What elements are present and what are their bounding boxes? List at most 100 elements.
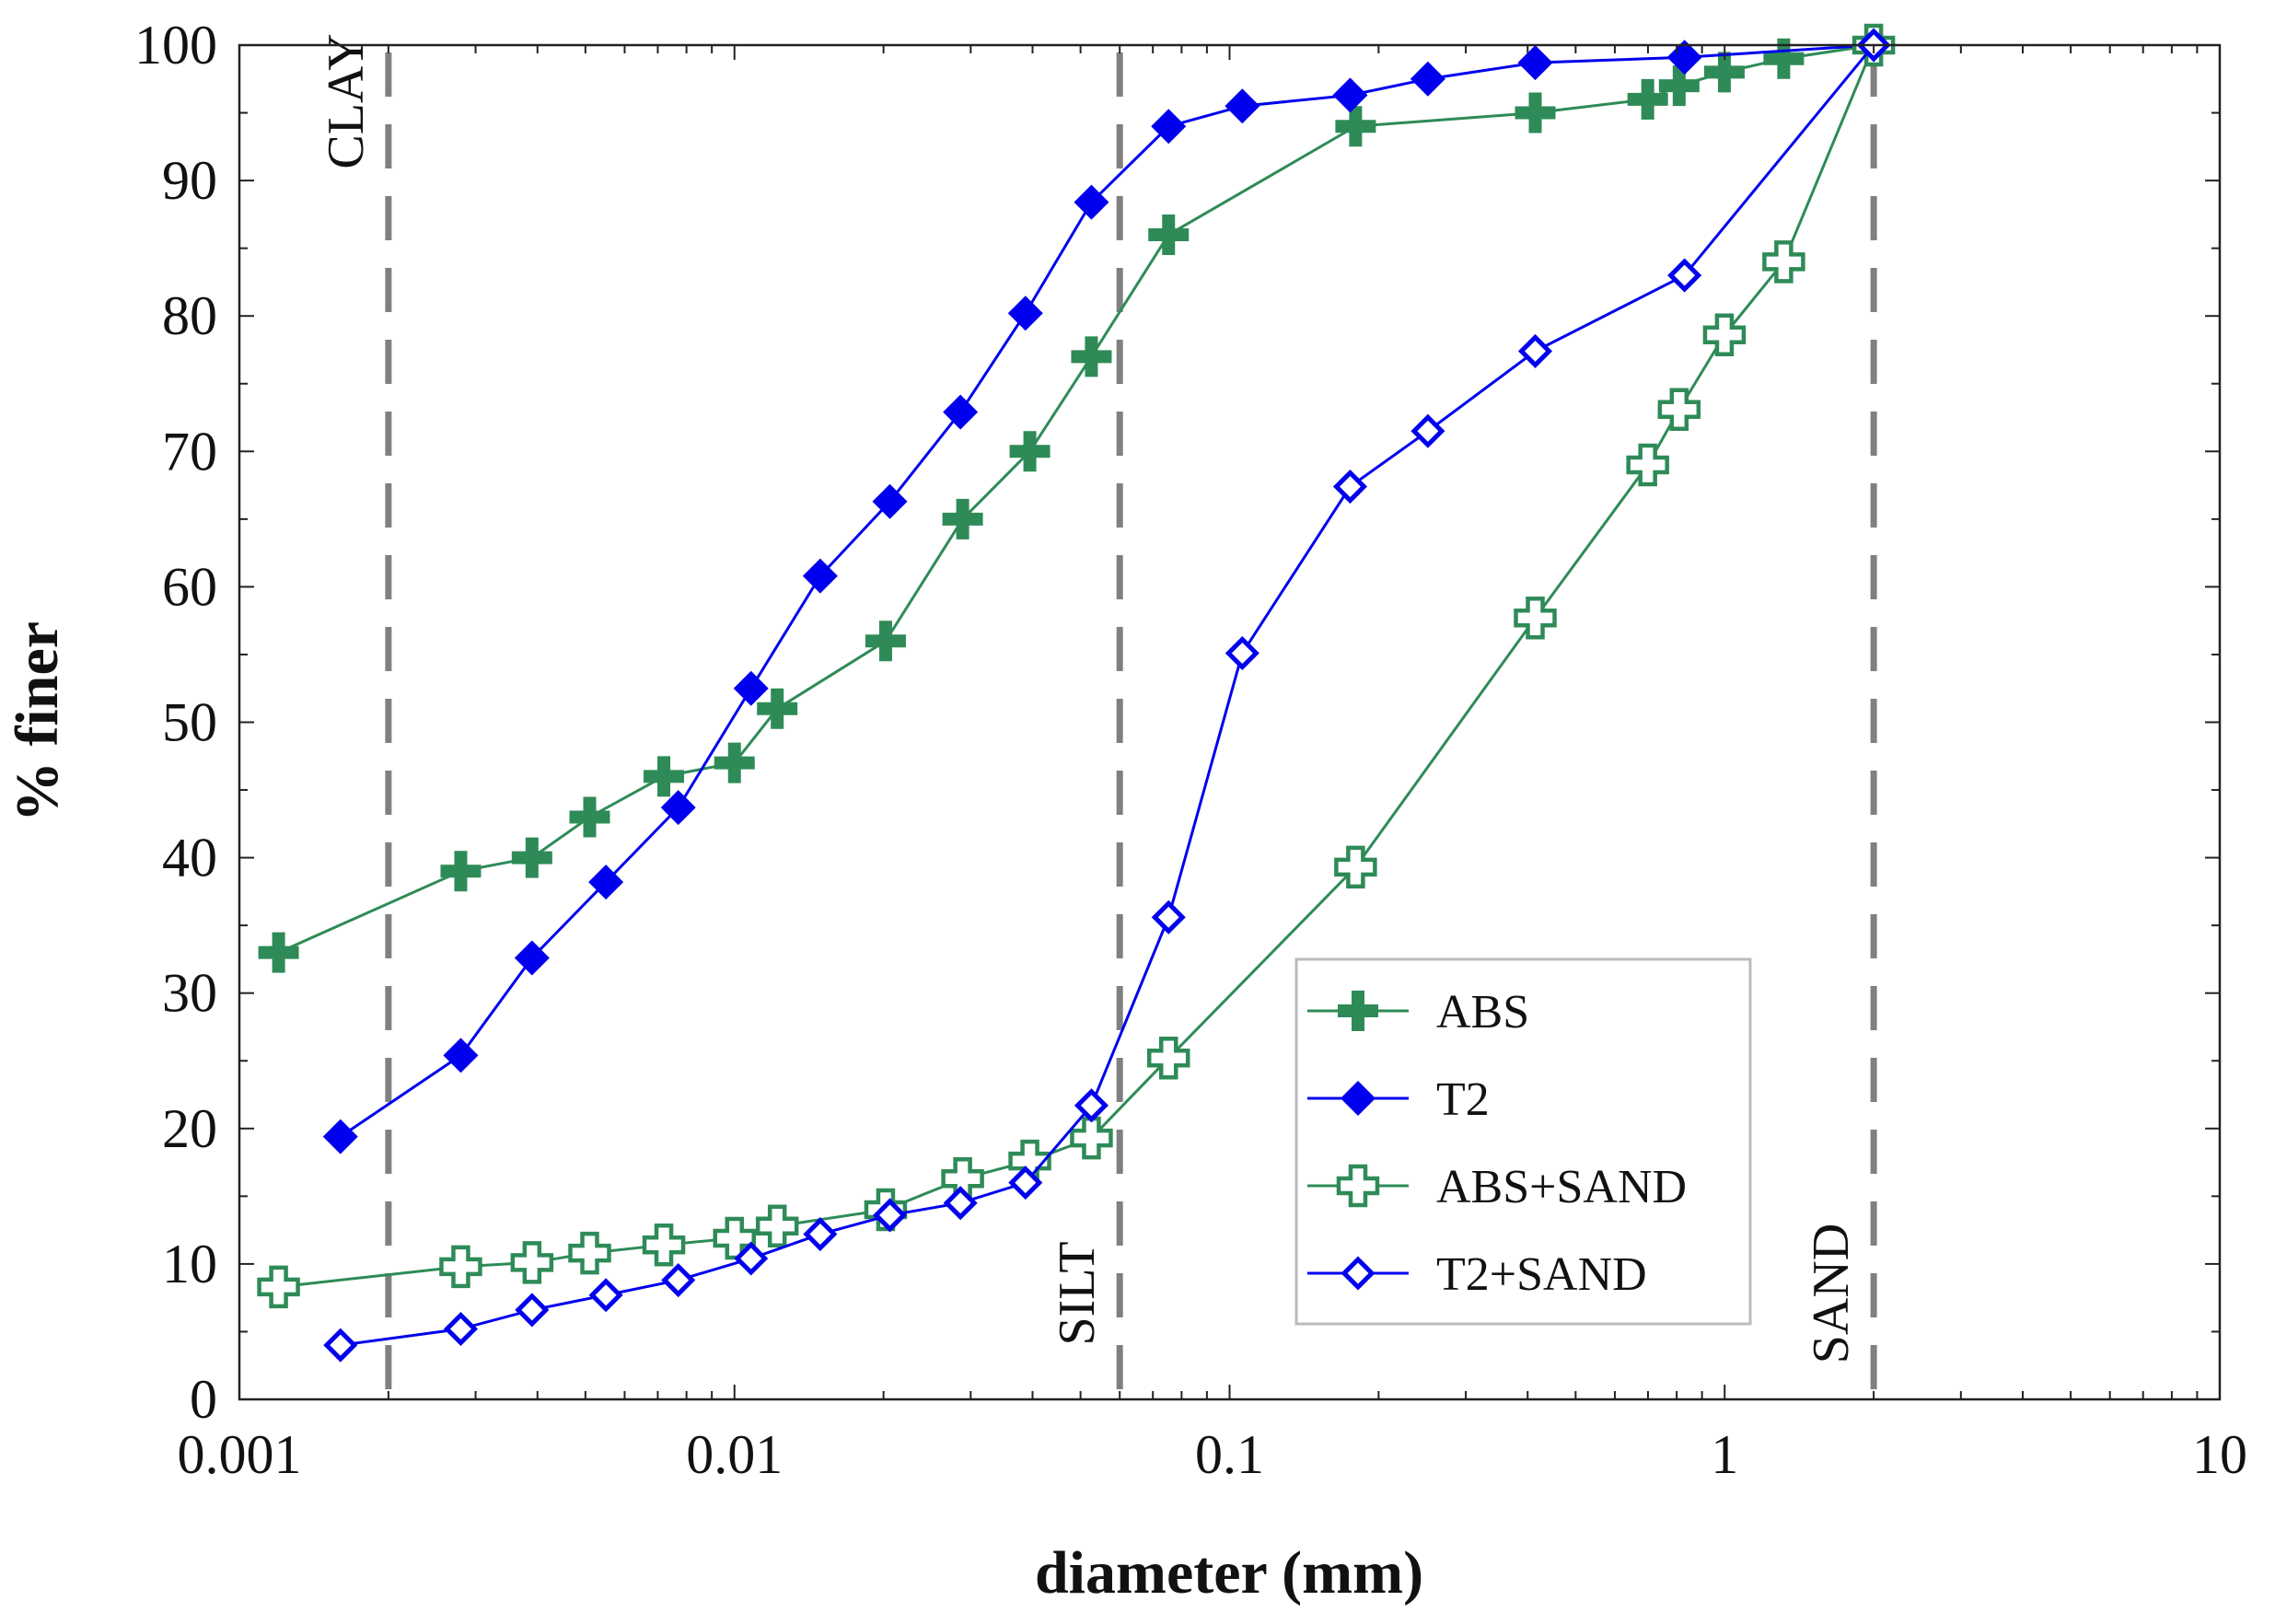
y-tick-label: 40: [162, 828, 217, 888]
zone-label-sand: SAND: [1803, 1224, 1860, 1363]
data-point-abs-sand: [1147, 1037, 1190, 1080]
data-point-abs: [644, 756, 685, 797]
legend-box: [1294, 957, 1752, 1326]
series-t2: [322, 28, 1892, 1154]
data-point-abs-sand: [642, 1224, 686, 1267]
data-point-t2: [1410, 61, 1445, 97]
series-t2-sand: [323, 28, 1891, 1363]
x-tick-label: 0.001: [178, 1424, 302, 1485]
legend-marker-abs: [1338, 991, 1378, 1031]
plot-background: [239, 45, 2220, 1399]
axis-ticks: [238, 44, 2221, 1400]
data-point-t2: [660, 790, 696, 826]
data-point-t2-sand: [734, 1241, 769, 1276]
data-point-t2: [802, 558, 838, 594]
y-tick-label: 10: [162, 1234, 217, 1294]
legend-entry-t2: T2: [1307, 1073, 1490, 1126]
data-point-t2: [588, 864, 624, 900]
data-point-abs-sand: [1702, 313, 1747, 357]
data-point-t2-sand: [803, 1217, 838, 1252]
y-tick-label: 50: [162, 692, 217, 753]
data-point-abs-sand: [1334, 845, 1377, 889]
data-point-t2: [1225, 88, 1260, 124]
y-axis-title: % finer: [4, 621, 71, 822]
reference-lines: CLAY SILT SAND: [318, 33, 1877, 1399]
y-tick-label: 20: [162, 1098, 217, 1159]
legend-label-abs-sand: ABS+SAND: [1436, 1161, 1687, 1213]
y-tick-label: 80: [162, 285, 217, 346]
data-point-abs-sand: [1514, 596, 1557, 640]
data-point-t2: [1007, 296, 1043, 331]
data-point-abs: [258, 932, 299, 973]
axis-tick-labels: 0 10 20 30 40 50 60 70 80 90 100 0.001 0.01 0.1 1 10: [134, 15, 2247, 1485]
data-point-abs-sand: [568, 1231, 611, 1275]
data-point-abs: [1703, 52, 1745, 93]
series-layer: [257, 23, 1896, 1363]
data-point-t2: [322, 1119, 358, 1154]
x-axis-title: diameter (mm): [1035, 1539, 1423, 1607]
y-tick-label: 90: [162, 150, 217, 211]
x-tick-label: 1: [1711, 1424, 1738, 1485]
zone-label-clay: CLAY: [318, 33, 375, 168]
legend: ABS T2 ABS+SAND T2+SAND: [1294, 957, 1752, 1326]
y-tick-label: 0: [190, 1369, 217, 1430]
legend-marker-t2: [1341, 1081, 1375, 1116]
data-point-abs: [511, 837, 552, 878]
data-point-t2-sand: [1332, 470, 1367, 505]
data-point-t2: [1074, 184, 1109, 220]
x-tick-label: 0.01: [686, 1424, 783, 1485]
data-point-abs: [1658, 65, 1700, 107]
data-point-abs-sand: [1762, 240, 1805, 284]
legend-entry-abs-sand: ABS+SAND: [1307, 1161, 1687, 1213]
data-point-t2: [943, 394, 979, 430]
data-point-t2: [514, 940, 550, 976]
y-tick-label: 100: [134, 15, 217, 75]
series-abs-sand: [257, 23, 1896, 1309]
data-point-abs: [942, 498, 983, 539]
legend-label-t2-sand: T2+SAND: [1436, 1248, 1647, 1301]
data-point-t2-sand: [872, 1198, 908, 1233]
data-point-t2: [872, 483, 908, 519]
x-tick-label: 10: [2192, 1424, 2247, 1485]
legend-entry-t2-sand: T2+SAND: [1307, 1248, 1647, 1301]
series-abs: [258, 25, 1895, 973]
data-point-abs-sand: [1626, 443, 1669, 487]
data-point-t2: [1517, 45, 1553, 81]
data-point-t2-sand: [1008, 1166, 1043, 1201]
data-point-abs-sand: [1657, 388, 1701, 431]
data-point-abs: [569, 796, 610, 838]
data-point-t2-sand: [515, 1293, 550, 1328]
data-point-abs-sand: [510, 1241, 554, 1284]
data-point-abs: [1627, 78, 1668, 120]
legend-entry-abs: ABS: [1307, 986, 1529, 1038]
data-point-t2: [733, 670, 769, 706]
data-point-abs: [865, 621, 906, 662]
legend-marker-t2-sand: [1341, 1256, 1375, 1291]
data-point-abs-sand: [257, 1265, 300, 1309]
data-point-t2-sand: [1517, 333, 1553, 368]
legend-label-t2: T2: [1436, 1073, 1490, 1126]
data-point-abs: [1515, 92, 1556, 133]
series-line-t2: [339, 43, 1875, 1138]
data-point-abs: [1009, 431, 1050, 472]
data-point-t2-sand: [1074, 1088, 1108, 1123]
data-point-t2-sand: [323, 1328, 358, 1363]
data-point-abs: [1763, 38, 1805, 79]
y-tick-label: 70: [162, 421, 217, 481]
data-point-t2-sand: [1410, 413, 1445, 448]
legend-label-abs: ABS: [1436, 986, 1529, 1038]
data-point-t2: [1332, 77, 1368, 113]
data-point-t2-sand: [1667, 258, 1702, 293]
data-point-abs: [440, 851, 482, 892]
data-point-t2-sand: [443, 1311, 478, 1347]
data-point-t2: [443, 1038, 479, 1073]
data-point-t2-sand: [1151, 899, 1186, 934]
data-point-t2: [1151, 109, 1187, 145]
data-point-abs: [757, 688, 798, 729]
y-tick-label: 30: [162, 963, 217, 1024]
data-point-t2-sand: [1225, 635, 1259, 671]
y-tick-label: 60: [162, 556, 217, 617]
data-point-abs-sand: [439, 1245, 482, 1289]
data-point-abs-sand: [1070, 1116, 1113, 1160]
